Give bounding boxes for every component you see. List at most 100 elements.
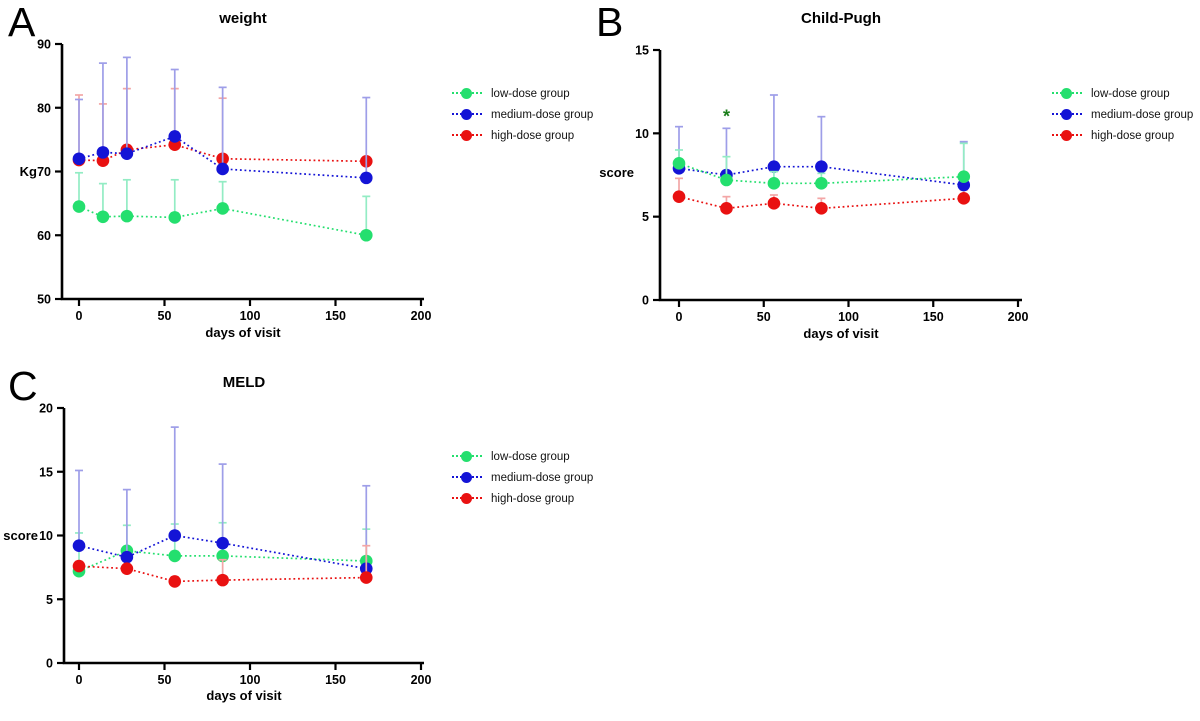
data-point bbox=[120, 147, 134, 160]
legend-label: low-dose group bbox=[491, 450, 570, 463]
y-tick-label: 15 bbox=[635, 44, 649, 58]
data-point bbox=[72, 152, 86, 166]
x-tick-label: 150 bbox=[325, 673, 346, 687]
low-dose-marker-icon bbox=[452, 450, 482, 463]
panel-b-xlabel: days of visit bbox=[803, 326, 879, 341]
low-dose-marker-icon bbox=[452, 87, 482, 100]
legend-label: low-dose group bbox=[1091, 87, 1170, 100]
data-point bbox=[216, 202, 229, 215]
x-tick-label: 50 bbox=[158, 673, 172, 687]
legend-item-high-dose: high-dose group bbox=[1052, 129, 1193, 142]
legend-item-medium-dose: medium-dose group bbox=[452, 471, 593, 484]
data-point bbox=[672, 157, 686, 170]
medium-dose-marker-icon bbox=[452, 108, 482, 121]
legend-label: low-dose group bbox=[491, 87, 570, 100]
legend-item-medium-dose: medium-dose group bbox=[452, 108, 593, 121]
series-low bbox=[672, 142, 971, 190]
panel-b-ylabel: score bbox=[599, 165, 634, 180]
panel-a-legend: low-dose group medium-dose group high-do… bbox=[452, 87, 593, 142]
data-point bbox=[815, 177, 828, 190]
y-tick-label: 5 bbox=[642, 210, 649, 224]
data-point bbox=[957, 170, 971, 183]
data-point bbox=[720, 173, 733, 187]
x-tick-label: 200 bbox=[411, 309, 432, 323]
panel-a-title: weight bbox=[219, 10, 267, 27]
series-medium bbox=[72, 56, 373, 185]
y-tick-label: 15 bbox=[39, 465, 53, 479]
data-point bbox=[120, 562, 134, 575]
low-dose-marker-icon bbox=[1052, 87, 1082, 100]
x-tick-label: 50 bbox=[757, 310, 771, 324]
data-point bbox=[216, 162, 229, 176]
panel-a-xlabel: days of visit bbox=[205, 325, 281, 340]
series-high bbox=[72, 544, 373, 588]
data-point bbox=[72, 559, 86, 573]
y-tick-label: 80 bbox=[37, 101, 51, 115]
high-dose-marker-icon bbox=[1052, 129, 1082, 142]
x-tick-label: 200 bbox=[411, 673, 432, 687]
data-point bbox=[168, 130, 182, 143]
axis-lines bbox=[60, 44, 424, 301]
series-line bbox=[678, 195, 964, 210]
data-point bbox=[767, 197, 781, 210]
legend-item-low-dose: low-dose group bbox=[452, 87, 593, 100]
data-point bbox=[168, 575, 182, 588]
legend-item-low-dose: low-dose group bbox=[452, 450, 593, 463]
x-tick-label: 0 bbox=[76, 673, 83, 687]
data-point bbox=[168, 549, 182, 563]
data-point bbox=[720, 202, 733, 215]
x-tick-label: 150 bbox=[923, 310, 944, 324]
panel-c-letter: C bbox=[8, 363, 38, 409]
data-point bbox=[767, 177, 781, 190]
ticks bbox=[653, 48, 1020, 307]
x-tick-label: 0 bbox=[76, 309, 83, 323]
series-line bbox=[78, 205, 367, 237]
x-tick-label: 0 bbox=[676, 310, 683, 324]
x-tick-label: 100 bbox=[838, 310, 859, 324]
ticks bbox=[57, 406, 423, 670]
axis-lines bbox=[62, 408, 424, 665]
legend-label: high-dose group bbox=[1091, 129, 1175, 142]
y-tick-label: 0 bbox=[46, 657, 53, 671]
legend-item-high-dose: high-dose group bbox=[452, 129, 593, 142]
series-high bbox=[672, 177, 971, 215]
y-tick-label: 10 bbox=[39, 529, 53, 543]
panel-b-letter: B bbox=[596, 0, 624, 45]
data-point bbox=[957, 192, 971, 205]
data-point bbox=[72, 539, 86, 552]
data-point bbox=[120, 550, 134, 564]
legend-item-high-dose: high-dose group bbox=[452, 492, 593, 505]
x-tick-label: 150 bbox=[325, 309, 346, 323]
data-point bbox=[359, 571, 373, 584]
legend-label: medium-dose group bbox=[491, 108, 594, 121]
x-tick-label: 200 bbox=[1008, 310, 1029, 324]
data-point bbox=[359, 228, 373, 242]
legend-item-medium-dose: medium-dose group bbox=[1052, 108, 1193, 121]
data-point bbox=[672, 190, 686, 203]
series-line bbox=[78, 135, 367, 179]
panel-b-legend: low-dose group medium-dose group high-do… bbox=[1052, 87, 1193, 142]
data-point bbox=[216, 536, 229, 550]
panel-a-letter: A bbox=[8, 0, 36, 45]
panel-c-xlabel: days of visit bbox=[206, 688, 282, 703]
panel-c-ylabel: score bbox=[3, 528, 38, 543]
y-tick-label: 70 bbox=[37, 165, 51, 179]
x-tick-label: 50 bbox=[158, 309, 172, 323]
high-dose-marker-icon bbox=[452, 492, 482, 505]
y-tick-label: 10 bbox=[635, 127, 649, 141]
significance-asterisk: * bbox=[723, 107, 730, 127]
legend-label: medium-dose group bbox=[1091, 108, 1194, 121]
y-tick-label: 0 bbox=[642, 294, 649, 308]
data-point bbox=[96, 210, 110, 224]
axes bbox=[62, 408, 424, 665]
ticks bbox=[55, 42, 423, 306]
y-tick-label: 5 bbox=[46, 593, 53, 607]
data-point bbox=[815, 160, 828, 173]
y-tick-label: 90 bbox=[37, 38, 51, 52]
